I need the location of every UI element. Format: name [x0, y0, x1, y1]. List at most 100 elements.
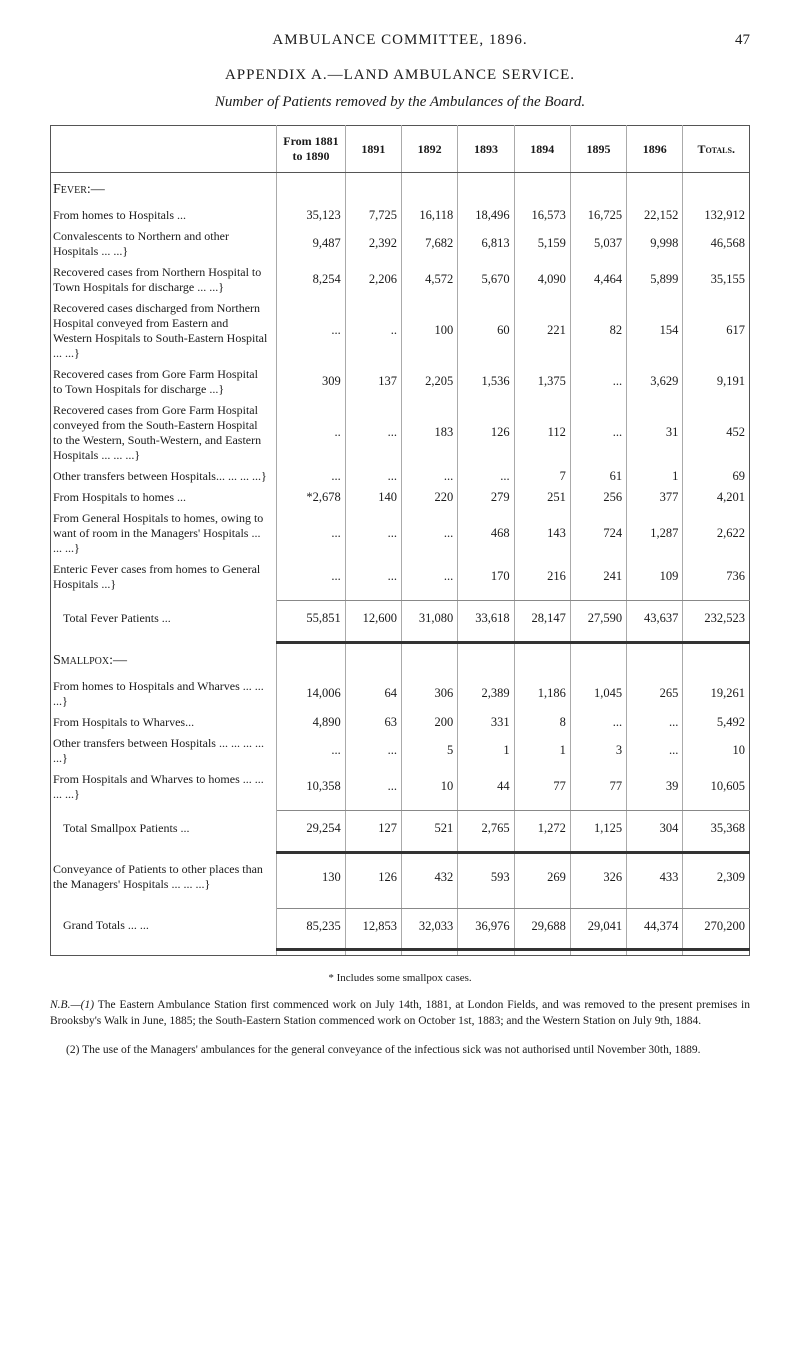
cell: 100 — [402, 298, 458, 364]
cell: 265 — [627, 676, 683, 712]
cell: 132,912 — [683, 205, 750, 226]
cell — [402, 173, 458, 205]
cell: 44 — [458, 769, 514, 805]
cell: 14,006 — [277, 676, 346, 712]
table-row: Enteric Fever cases from homes to Genera… — [51, 559, 750, 595]
cell: 28,147 — [514, 601, 570, 637]
cell: 8 — [514, 712, 570, 733]
cell: 63 — [345, 712, 401, 733]
row-label: Grand Totals ... ... — [51, 908, 277, 944]
cell: 61 — [570, 466, 626, 487]
cell: ... — [402, 508, 458, 559]
cell: 4,464 — [570, 262, 626, 298]
cell: ... — [277, 559, 346, 595]
cell: ... — [345, 559, 401, 595]
cell — [345, 642, 401, 676]
cell: 251 — [514, 487, 570, 508]
cell: 31,080 — [402, 601, 458, 637]
cell: 1 — [627, 466, 683, 487]
cell: 27,590 — [570, 601, 626, 637]
cell: 82 — [570, 298, 626, 364]
cell — [683, 173, 750, 205]
cell: 2,389 — [458, 676, 514, 712]
cell: 12,853 — [345, 908, 401, 944]
row-label: Enteric Fever cases from homes to Genera… — [51, 559, 277, 595]
cell — [514, 173, 570, 205]
cell: 10,358 — [277, 769, 346, 805]
cell: 64 — [345, 676, 401, 712]
cell: 35,123 — [277, 205, 346, 226]
appendix-title: APPENDIX A.—LAND AMBULANCE SERVICE. — [50, 67, 750, 84]
cell: 1 — [514, 733, 570, 769]
cell: 85,235 — [277, 908, 346, 944]
cell: 2,309 — [683, 852, 750, 902]
table-row: Conveyance of Patients to other places t… — [51, 852, 750, 902]
cell: 112 — [514, 400, 570, 466]
table-row: Other transfers between Hospitals... ...… — [51, 466, 750, 487]
cell: 127 — [345, 811, 401, 847]
cell: 1,375 — [514, 364, 570, 400]
row-label: Convalescents to Northern and other Hosp… — [51, 226, 277, 262]
cell: 35,155 — [683, 262, 750, 298]
cell: 126 — [458, 400, 514, 466]
cell — [627, 173, 683, 205]
cell: 16,725 — [570, 205, 626, 226]
cell: 232,523 — [683, 601, 750, 637]
cell: 18,496 — [458, 205, 514, 226]
cell: 220 — [402, 487, 458, 508]
cell: 279 — [458, 487, 514, 508]
row-label: Total Fever Patients ... — [51, 601, 277, 637]
cell: 326 — [570, 852, 626, 902]
cell: 8,254 — [277, 262, 346, 298]
cell: 9,998 — [627, 226, 683, 262]
cell: ... — [277, 466, 346, 487]
cell: 126 — [345, 852, 401, 902]
cell: 154 — [627, 298, 683, 364]
cell — [402, 642, 458, 676]
cell: 10 — [683, 733, 750, 769]
row-label: Total Smallpox Patients ... — [51, 811, 277, 847]
cell: ... — [570, 400, 626, 466]
cell: ... — [277, 733, 346, 769]
cell: 46,568 — [683, 226, 750, 262]
cell: 7,725 — [345, 205, 401, 226]
subtitle: Number of Patients removed by the Ambula… — [50, 94, 750, 111]
cell: 55,851 — [277, 601, 346, 637]
cell: 377 — [627, 487, 683, 508]
cell: ... — [570, 712, 626, 733]
cell: 331 — [458, 712, 514, 733]
nb-2: (2) The use of the Managers' ambulances … — [50, 1043, 750, 1059]
cell: 269 — [514, 852, 570, 902]
table-row: Other transfers between Hospitals ... ..… — [51, 733, 750, 769]
col-totals: Totals. — [683, 126, 750, 173]
cell — [570, 173, 626, 205]
row-label: Fever:— — [51, 173, 277, 205]
col-1892: 1892 — [402, 126, 458, 173]
col-1891: 1891 — [345, 126, 401, 173]
table-row: Grand Totals ... ...85,23512,85332,03336… — [51, 908, 750, 944]
table-row: Smallpox:— — [51, 642, 750, 676]
cell: 1,186 — [514, 676, 570, 712]
cell — [514, 642, 570, 676]
rule-cell — [514, 950, 570, 956]
cell: ... — [345, 769, 401, 805]
cell: 6,813 — [458, 226, 514, 262]
cell: ... — [345, 466, 401, 487]
cell: ... — [277, 298, 346, 364]
row-label: Recovered cases from Gore Farm Hospital … — [51, 364, 277, 400]
cell: 4,890 — [277, 712, 346, 733]
cell: 200 — [402, 712, 458, 733]
rule-cell — [345, 950, 401, 956]
cell: 3 — [570, 733, 626, 769]
rule-cell — [402, 950, 458, 956]
cell: 1,287 — [627, 508, 683, 559]
cell: 2,765 — [458, 811, 514, 847]
row-label: Recovered cases from Gore Farm Hospital … — [51, 400, 277, 466]
cell: ... — [570, 364, 626, 400]
cell: 270,200 — [683, 908, 750, 944]
cell: .. — [277, 400, 346, 466]
cell: 1,125 — [570, 811, 626, 847]
cell — [458, 173, 514, 205]
rule-cell — [683, 950, 750, 956]
row-label: Other transfers between Hospitals ... ..… — [51, 733, 277, 769]
